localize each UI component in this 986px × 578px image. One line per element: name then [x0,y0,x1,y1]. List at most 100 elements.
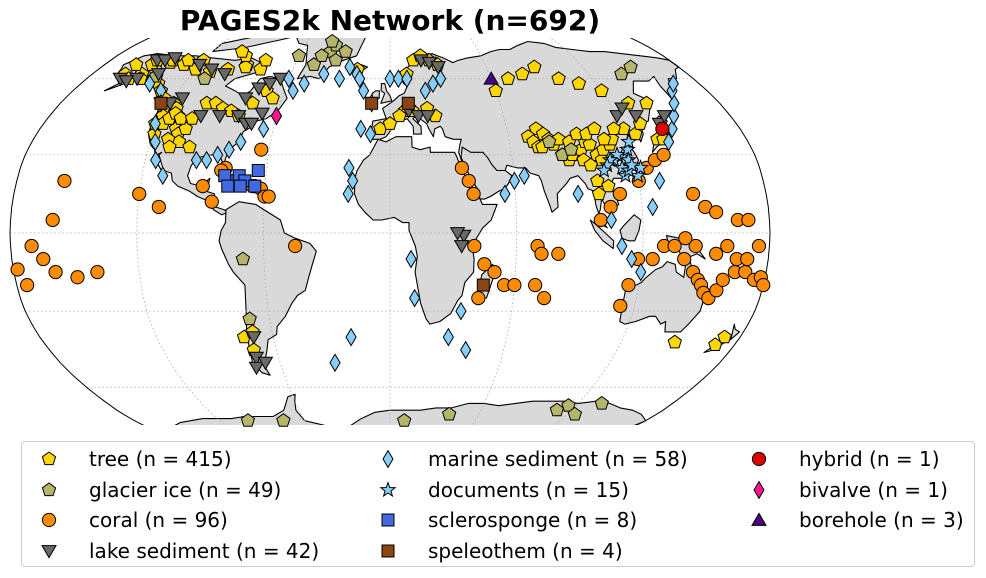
legend-item-speleo: speleothem (n = 4) [376,537,623,565]
site-marker-lake [262,77,278,92]
site-marker-lake [174,92,191,106]
legend-marker-sclero [381,513,395,527]
site-marker-documents [595,161,613,178]
site-marker-coral [715,272,730,287]
legend-marker-bivalve [753,480,765,499]
site-marker-speleo [401,96,415,110]
site-marker-coral [756,277,771,293]
site-marker-marine [223,140,235,160]
legend-label: borehole (n = 3) [799,508,964,532]
site-marker-marine [235,132,247,152]
site-marker-coral [603,199,618,215]
site-marker-coral [621,277,636,293]
site-marker-marine [668,106,680,126]
site-marker-glacier [563,142,579,156]
site-marker-marine [342,184,354,204]
site-marker-lake [410,110,427,124]
site-marker-marine [298,74,310,93]
site-marker-tree [515,66,530,81]
site-marker-marine [150,150,162,170]
site-marker-marine [626,249,638,269]
site-marker-coral [204,194,219,209]
site-marker-glacier [291,48,307,62]
site-marker-lake [254,107,270,122]
site-marker-tree [590,173,605,187]
site-marker-coral [477,257,492,272]
site-marker-marine [201,150,213,170]
site-marker-coral [36,251,51,267]
legend-label: bivalve (n = 1) [799,477,948,502]
site-marker-coral [528,277,543,293]
site-marker-tree [162,139,177,154]
legend-marker-marine [382,449,394,469]
site-marker-tree [596,131,612,146]
site-marker-marine [434,69,447,89]
site-marker-glacier [542,134,557,148]
legend-item-lake: lake sediment (n = 42) [37,537,319,565]
site-marker-marine [409,288,421,308]
legend-marker-lake [41,544,57,559]
site-marker-coral [471,291,486,306]
site-marker-glacier [397,413,412,427]
site-marker-marine [287,81,299,101]
map-title: PAGES2k Network (n=692) [179,4,601,37]
site-marker-lake [192,110,209,124]
site-marker-lake [191,58,208,73]
legend-label: speleothem (n = 4) [428,538,623,563]
site-marker-coral [709,246,724,261]
site-marker-lake [656,110,673,124]
graticule-lon [549,38,644,425]
site-marker-tree [591,186,607,201]
site-marker-marine [344,57,356,77]
site-marker-glacier [561,398,576,412]
legend-item-documents: documents (n = 15) [376,476,629,504]
site-marker-lake [245,331,262,345]
site-marker-lake [453,240,470,254]
site-marker-coral [656,147,671,162]
site-marker-speleo [476,278,490,292]
site-marker-marine [384,69,396,89]
site-marker-marine [318,64,330,84]
legend-label: documents (n = 15) [428,477,629,502]
site-marker-lake [614,102,630,116]
site-marker-borehole [483,71,499,85]
site-marker-lake [248,361,265,376]
site-marker-lake [211,110,228,124]
site-marker-lake [420,110,436,124]
legend-item-hybrid: hybrid (n = 1) [747,445,940,473]
site-marker-marine [355,119,367,139]
site-marker-glacier [549,402,565,417]
site-marker-tree [583,157,598,172]
legend-marker-speleo [381,544,395,557]
site-marker-marine [149,114,161,134]
site-marker-marine [647,197,659,217]
legend: tree (n = 415) glacier ice (n = 49) coral … [21,441,975,567]
site-marker-coral [20,277,35,293]
legend-label: sclerosponge (n = 8) [428,508,638,532]
site-marker-coral [288,238,303,254]
site-marker-documents [623,156,641,173]
site-marker-marine [635,262,647,282]
legend-label: hybrid (n = 1) [799,447,940,471]
site-marker-tree [392,108,407,123]
site-marker-hybrid [655,121,670,136]
land-uk [380,83,393,104]
site-marker-coral [551,246,566,261]
site-marker-coral [195,179,210,194]
site-marker-tree [128,57,144,71]
site-marker-marine [347,171,359,191]
legend-label: tree (n = 415) [89,447,232,471]
site-marker-marine [212,145,224,165]
site-marker-coral [685,186,701,202]
site-marker-lake [129,72,145,87]
site-marker-marine [508,171,521,191]
site-marker-tree [382,116,398,130]
site-marker-lake [449,227,466,241]
world-map [9,33,771,427]
site-marker-marine [405,249,417,269]
site-marker-tree [527,59,542,74]
site-marker-coral [24,238,39,254]
legend-item-sclero: sclerosponge (n = 8) [376,506,637,534]
map-outline [9,38,771,425]
site-marker-marine [668,93,680,113]
